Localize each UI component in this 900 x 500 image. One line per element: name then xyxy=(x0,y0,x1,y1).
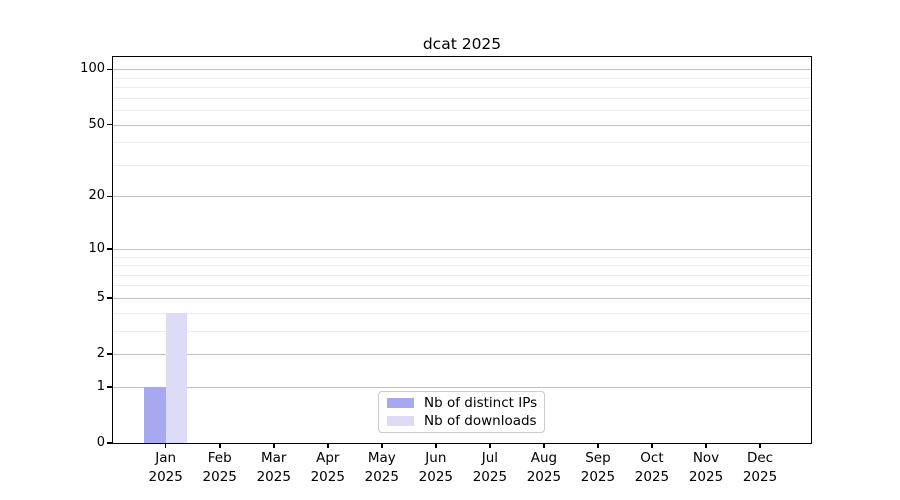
y-gridline-minor xyxy=(113,142,811,144)
bar-distinct-ips xyxy=(144,386,166,443)
y-tick-label: 50 xyxy=(88,116,105,132)
legend: Nb of distinct IPs Nb of downloads xyxy=(378,391,545,433)
x-tick-label: Aug 2025 xyxy=(514,449,574,487)
x-tick-year: 2025 xyxy=(364,469,399,485)
x-tick-month: Feb xyxy=(207,450,232,466)
y-tick xyxy=(107,386,112,388)
y-gridline-minor xyxy=(113,97,811,99)
x-tick-month: Aug xyxy=(530,450,558,466)
x-tick-year: 2025 xyxy=(742,469,778,485)
y-tick xyxy=(107,123,112,126)
x-tick-label: Jun 2025 xyxy=(406,449,466,487)
y-tick-label: 100 xyxy=(80,61,105,77)
x-tick-label: Oct 2025 xyxy=(622,449,682,487)
x-tick-month: Apr xyxy=(316,450,340,466)
x-tick-month: Nov xyxy=(692,450,720,466)
y-tick xyxy=(107,248,112,250)
x-tick-label: Sep 2025 xyxy=(568,449,628,487)
y-gridline-major xyxy=(113,69,811,71)
legend-swatch-downloads xyxy=(387,416,414,426)
x-tick-year: 2025 xyxy=(472,469,508,485)
y-gridline-major xyxy=(113,196,811,198)
x-tick xyxy=(435,443,437,448)
x-tick-label: Nov 2025 xyxy=(676,449,736,487)
y-tick xyxy=(107,68,112,71)
x-tick-year: 2025 xyxy=(634,469,670,485)
x-tick-label: Jan 2025 xyxy=(136,449,196,487)
legend-label-distinct-ips: Nb of distinct IPs xyxy=(424,394,538,411)
x-tick xyxy=(759,443,761,448)
legend-label-downloads: Nb of downloads xyxy=(424,412,537,429)
chart-title: dcat 2025 xyxy=(422,35,502,53)
y-gridline-minor xyxy=(113,110,811,112)
x-tick-month: Oct xyxy=(640,450,664,466)
x-tick xyxy=(164,443,167,448)
x-tick-label: Apr 2025 xyxy=(298,449,358,487)
y-tick xyxy=(107,353,112,355)
x-tick xyxy=(272,443,275,448)
y-gridline-minor xyxy=(113,256,811,258)
y-tick-label: 0 xyxy=(96,435,105,450)
x-tick-year: 2025 xyxy=(148,469,183,485)
x-tick-year: 2025 xyxy=(256,469,291,485)
y-tick-label: 1 xyxy=(96,378,105,394)
x-tick-label: Jul 2025 xyxy=(460,449,520,487)
x-tick xyxy=(218,443,221,448)
y-tick-label: 20 xyxy=(88,188,105,204)
y-gridline-minor xyxy=(113,265,811,267)
y-gridline-major xyxy=(113,124,811,126)
x-tick-month: Mar xyxy=(261,450,287,466)
x-tick-year: 2025 xyxy=(418,469,454,485)
x-tick xyxy=(381,443,383,448)
x-tick-year: 2025 xyxy=(688,469,724,485)
y-gridline-minor xyxy=(113,312,811,314)
x-tick-month: Dec xyxy=(746,450,774,466)
y-gridline-major xyxy=(113,386,811,388)
y-gridline-minor xyxy=(113,87,811,89)
y-gridline-minor xyxy=(113,164,811,166)
y-gridline-major xyxy=(113,297,811,299)
x-tick-month: Jun xyxy=(425,450,447,466)
x-tick-month: Jan xyxy=(155,450,177,466)
x-tick-month: Sep xyxy=(585,450,611,466)
x-tick-label: Dec 2025 xyxy=(730,449,790,487)
y-gridline-major xyxy=(113,248,811,250)
x-tick xyxy=(489,443,491,448)
x-tick xyxy=(543,443,545,448)
x-tick-label: Mar 2025 xyxy=(244,449,304,487)
plot-area xyxy=(113,57,811,443)
x-tick-year: 2025 xyxy=(310,469,345,485)
x-tick-year: 2025 xyxy=(202,469,237,485)
y-gridline-minor xyxy=(113,285,811,287)
y-tick-label: 5 xyxy=(96,289,105,305)
y-tick-label: 2 xyxy=(96,346,105,362)
x-tick-label: Feb 2025 xyxy=(190,449,250,487)
y-tick xyxy=(107,195,112,198)
x-tick-year: 2025 xyxy=(580,469,616,485)
y-gridline-minor xyxy=(113,77,811,79)
y-tick-label: 10 xyxy=(88,240,105,256)
x-tick-label: May 2025 xyxy=(352,449,412,487)
y-gridline-major xyxy=(113,354,811,356)
x-tick-year: 2025 xyxy=(526,469,562,485)
legend-swatch-distinct-ips xyxy=(387,398,414,408)
x-tick xyxy=(651,443,653,448)
x-tick-month: Jul xyxy=(481,450,499,466)
y-tick xyxy=(107,442,112,444)
x-tick-month: May xyxy=(367,450,396,466)
legend-entry-downloads: Nb of downloads xyxy=(387,412,537,429)
y-tick xyxy=(107,297,112,299)
y-gridline-minor xyxy=(113,330,811,332)
bar-downloads xyxy=(165,312,188,443)
y-gridline-minor xyxy=(113,274,811,276)
x-tick xyxy=(597,443,599,448)
x-tick xyxy=(705,443,707,448)
legend-entry-distinct-ips: Nb of distinct IPs xyxy=(387,394,538,411)
x-tick xyxy=(326,443,329,448)
